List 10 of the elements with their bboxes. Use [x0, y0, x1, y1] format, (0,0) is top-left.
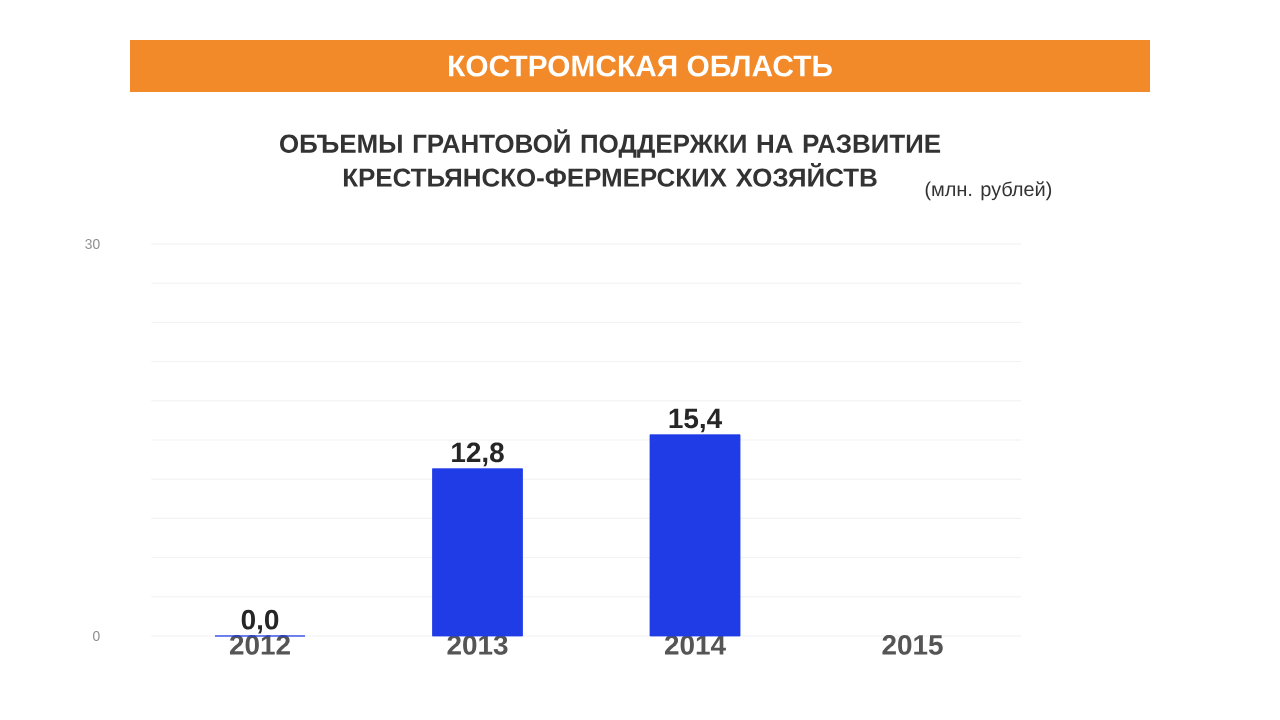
bar [649, 434, 741, 637]
x-tick-label: 2012 [229, 635, 290, 655]
x-tick-label: 2014 [664, 635, 726, 655]
x-tick-label: 2015 [882, 635, 943, 655]
data-label: 12,8 [452, 442, 504, 467]
bar [432, 468, 523, 637]
data-label: 15,4 [669, 408, 723, 433]
x-tick-label: 2013 [447, 635, 508, 655]
chart-title: КОСТРОМСКАЯ ОБЛАСТЬ [449, 55, 832, 77]
data-label: 0,0 [241, 609, 279, 634]
